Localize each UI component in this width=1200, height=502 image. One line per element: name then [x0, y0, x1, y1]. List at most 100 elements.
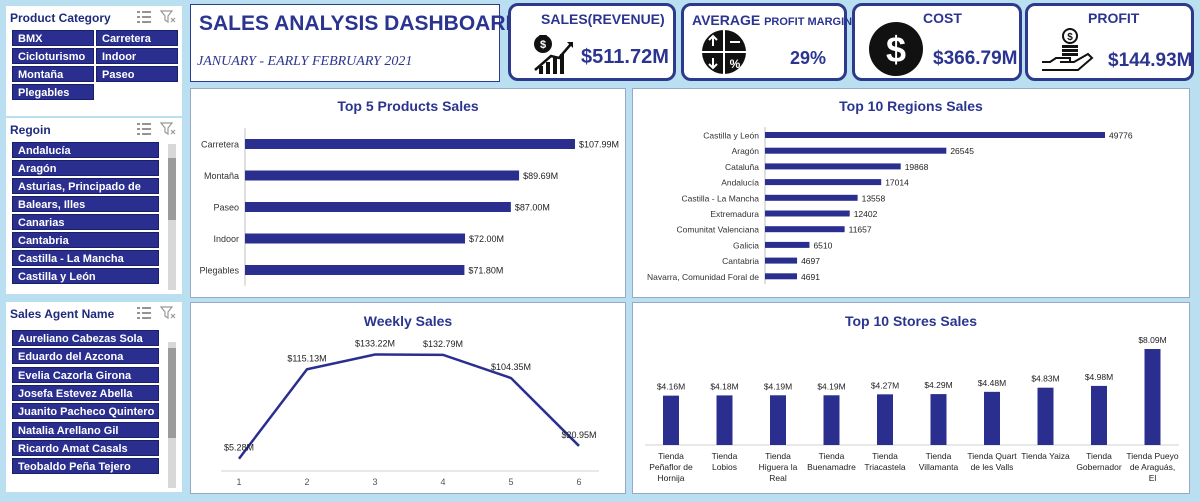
chart-title: Top 10 Regions Sales	[839, 98, 983, 114]
slicer-item[interactable]: Evelia Cazorla Girona	[12, 366, 159, 383]
clear-filter-icon[interactable]	[160, 306, 176, 320]
multi-select-icon[interactable]	[136, 122, 152, 136]
data-label: 12402	[854, 209, 878, 219]
data-label: $4.48M	[978, 378, 1006, 388]
category-label: Aragón	[732, 146, 760, 156]
slicer-item[interactable]: Indoor	[96, 48, 178, 64]
slicer-item[interactable]: Aureliano Cabezas Sola	[12, 330, 159, 346]
slicer-item[interactable]: Montaña	[12, 66, 94, 82]
weekly-sales-panel: Weekly Sales 1 $5.28M 2 $115.13M 3 $133.22M 4 $…	[190, 302, 626, 494]
slicer-item[interactable]: Plegables	[12, 84, 94, 100]
clear-filter-icon[interactable]	[160, 122, 176, 136]
data-label: $107.99M	[579, 140, 619, 150]
bar	[823, 395, 840, 445]
region-scrollbar[interactable]	[168, 144, 176, 290]
chart-title: Weekly Sales	[363, 313, 453, 329]
bar	[663, 395, 679, 445]
clear-filter-icon[interactable]	[160, 10, 176, 24]
percent-circle-icon: %	[702, 30, 746, 74]
data-label: 26545	[950, 146, 974, 156]
multi-select-icon[interactable]	[136, 306, 152, 320]
category-label: Indoor	[213, 234, 239, 244]
slicer-item[interactable]: Castilla - La Mancha	[12, 250, 159, 266]
category-label: Lobios	[712, 462, 737, 472]
category-label: Tienda Quart	[967, 451, 1017, 461]
slicer-item[interactable]: Aragón	[12, 160, 159, 176]
slicer-item[interactable]: Castilla y León	[12, 268, 159, 284]
bar	[984, 391, 1000, 445]
scrollbar-thumb[interactable]	[168, 348, 176, 438]
bar	[245, 265, 465, 275]
slicer-item[interactable]: Carretera	[96, 30, 178, 46]
sales-agent-slicer: Sales Agent Name Aureliano Cabezas Sola E…	[6, 302, 182, 492]
chart-title: Top 5 Products Sales	[337, 98, 479, 114]
bar	[245, 170, 520, 181]
kpi-title: PROFIT	[1088, 10, 1140, 26]
slicer-item[interactable]: Eduardo del Azcona	[12, 348, 159, 365]
scrollbar-thumb[interactable]	[168, 158, 176, 220]
bar	[877, 394, 893, 445]
category-label: Tienda Pueyo	[1126, 451, 1178, 461]
slicer-item[interactable]: Balears, Illes	[12, 196, 159, 212]
data-label: $20.95M	[561, 430, 596, 440]
x-tick-label: 4	[440, 477, 445, 487]
category-label: Tienda	[926, 451, 952, 461]
slicer-item[interactable]: Ricardo Amat Casals	[12, 439, 159, 456]
slicer-item[interactable]: Andalucía	[12, 142, 159, 158]
region-slicer: Regoin Andalucía Aragón Asturias, Principa…	[6, 118, 182, 294]
slicer-item[interactable]: Natalia Arellano Gil	[12, 421, 159, 438]
category-label: Real	[769, 473, 787, 483]
slicer-item[interactable]: Josefa Estevez Abella	[12, 384, 159, 401]
kpi-cost-card: COST $ $366.79M	[852, 3, 1022, 81]
bar	[245, 233, 466, 244]
category-label: Tienda	[658, 451, 684, 461]
category-label: Higuera la	[759, 462, 798, 472]
slicer-item[interactable]: Asturias, Principado de	[12, 178, 159, 194]
category-label: Tienda	[819, 451, 845, 461]
data-label: $4.18M	[710, 381, 738, 391]
category-label: Extremadura	[710, 209, 759, 219]
top-regions-panel: Top 10 Regions Sales Castilla y León 4977…	[632, 88, 1190, 298]
slicer-item[interactable]: Paseo	[96, 66, 178, 82]
page-title: SALES ANALYSIS DASHBOARD	[199, 12, 521, 35]
data-label: $132.79M	[423, 339, 463, 349]
bar	[245, 202, 511, 212]
category-label: Castilla y León	[703, 131, 759, 141]
bar	[765, 257, 798, 264]
slicer-item[interactable]: Teobaldo Peña Tejero	[12, 458, 159, 475]
category-label: de Araguás,	[1130, 462, 1175, 472]
category-label: Comunitat Valenciana	[676, 225, 759, 235]
data-label: 11657	[849, 225, 872, 235]
bar	[765, 226, 845, 233]
hand-coins-icon: $	[1042, 28, 1094, 71]
kpi-value: $144.93M	[1108, 50, 1193, 71]
multi-select-icon[interactable]	[136, 10, 152, 24]
category-label: Peñaflor de	[649, 462, 693, 472]
kpi-profit-card: PROFIT $ $144.93M	[1025, 3, 1194, 81]
slicer-header: Product Category	[6, 6, 182, 28]
slicer-item[interactable]: Cantabria	[12, 232, 159, 248]
slicer-header: Regoin	[6, 118, 182, 140]
category-label: Tienda Yaiza	[1021, 451, 1070, 461]
data-label: $4.83M	[1031, 374, 1059, 384]
slicer-item[interactable]: Juanito Pacheco Quintero	[12, 403, 159, 420]
data-label: $4.16M	[657, 382, 685, 392]
svg-text:$: $	[886, 29, 906, 70]
slicer-title: Sales Agent Name	[10, 307, 115, 321]
category-label: Cantabria	[722, 256, 759, 266]
kpi-title: COST	[923, 10, 962, 26]
slicer-item[interactable]: BMX	[12, 30, 94, 46]
category-label: Hornija	[658, 473, 685, 483]
bar	[765, 210, 850, 217]
data-label: $4.19M	[817, 381, 845, 391]
data-label: 4697	[801, 256, 820, 266]
data-label: $115.13M	[287, 353, 326, 363]
kpi-value: $366.79M	[933, 48, 1018, 69]
slicer-item[interactable]: Cicloturismo	[12, 48, 94, 64]
slicer-item[interactable]: Canarias	[12, 214, 159, 230]
category-label: Montaña	[204, 171, 239, 181]
agent-scrollbar[interactable]	[168, 342, 176, 488]
category-label: Tienda	[712, 451, 738, 461]
slicer-title: Regoin	[10, 123, 51, 137]
